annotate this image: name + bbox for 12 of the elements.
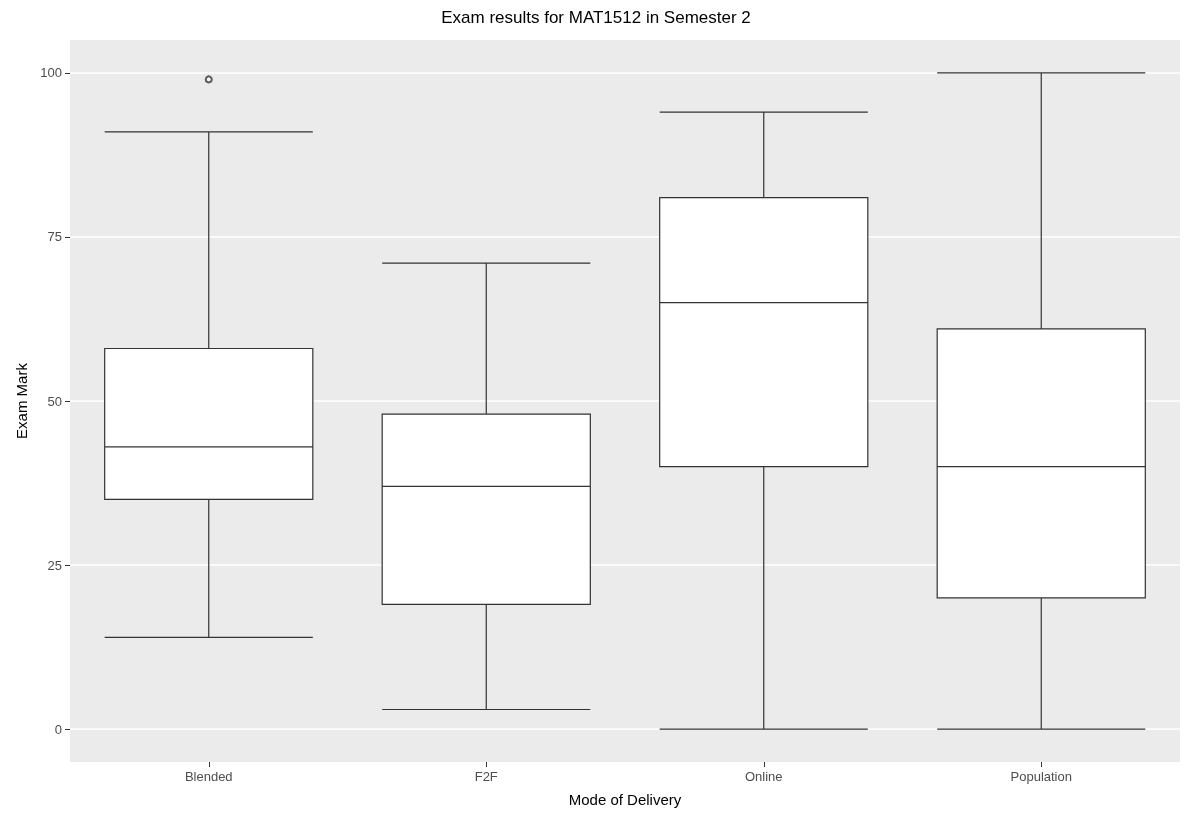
x-tick-label: Population	[1010, 769, 1072, 784]
y-axis-title: Exam Mark	[13, 362, 31, 439]
x-axis-title: Mode of Delivery	[568, 791, 682, 808]
chart-title: Exam results for MAT1512 in Semester 2	[441, 8, 751, 27]
y-tick-label: 75	[47, 229, 62, 245]
x-tick-label: Blended	[184, 769, 233, 784]
x-tick-label: F2F	[474, 769, 498, 784]
y-tick-label: 100	[40, 65, 62, 81]
y-tick-label: 25	[47, 557, 62, 573]
y-tick-label: 50	[47, 393, 62, 409]
x-tick-label: Online	[744, 769, 783, 784]
y-tick-label: 0	[54, 721, 62, 737]
